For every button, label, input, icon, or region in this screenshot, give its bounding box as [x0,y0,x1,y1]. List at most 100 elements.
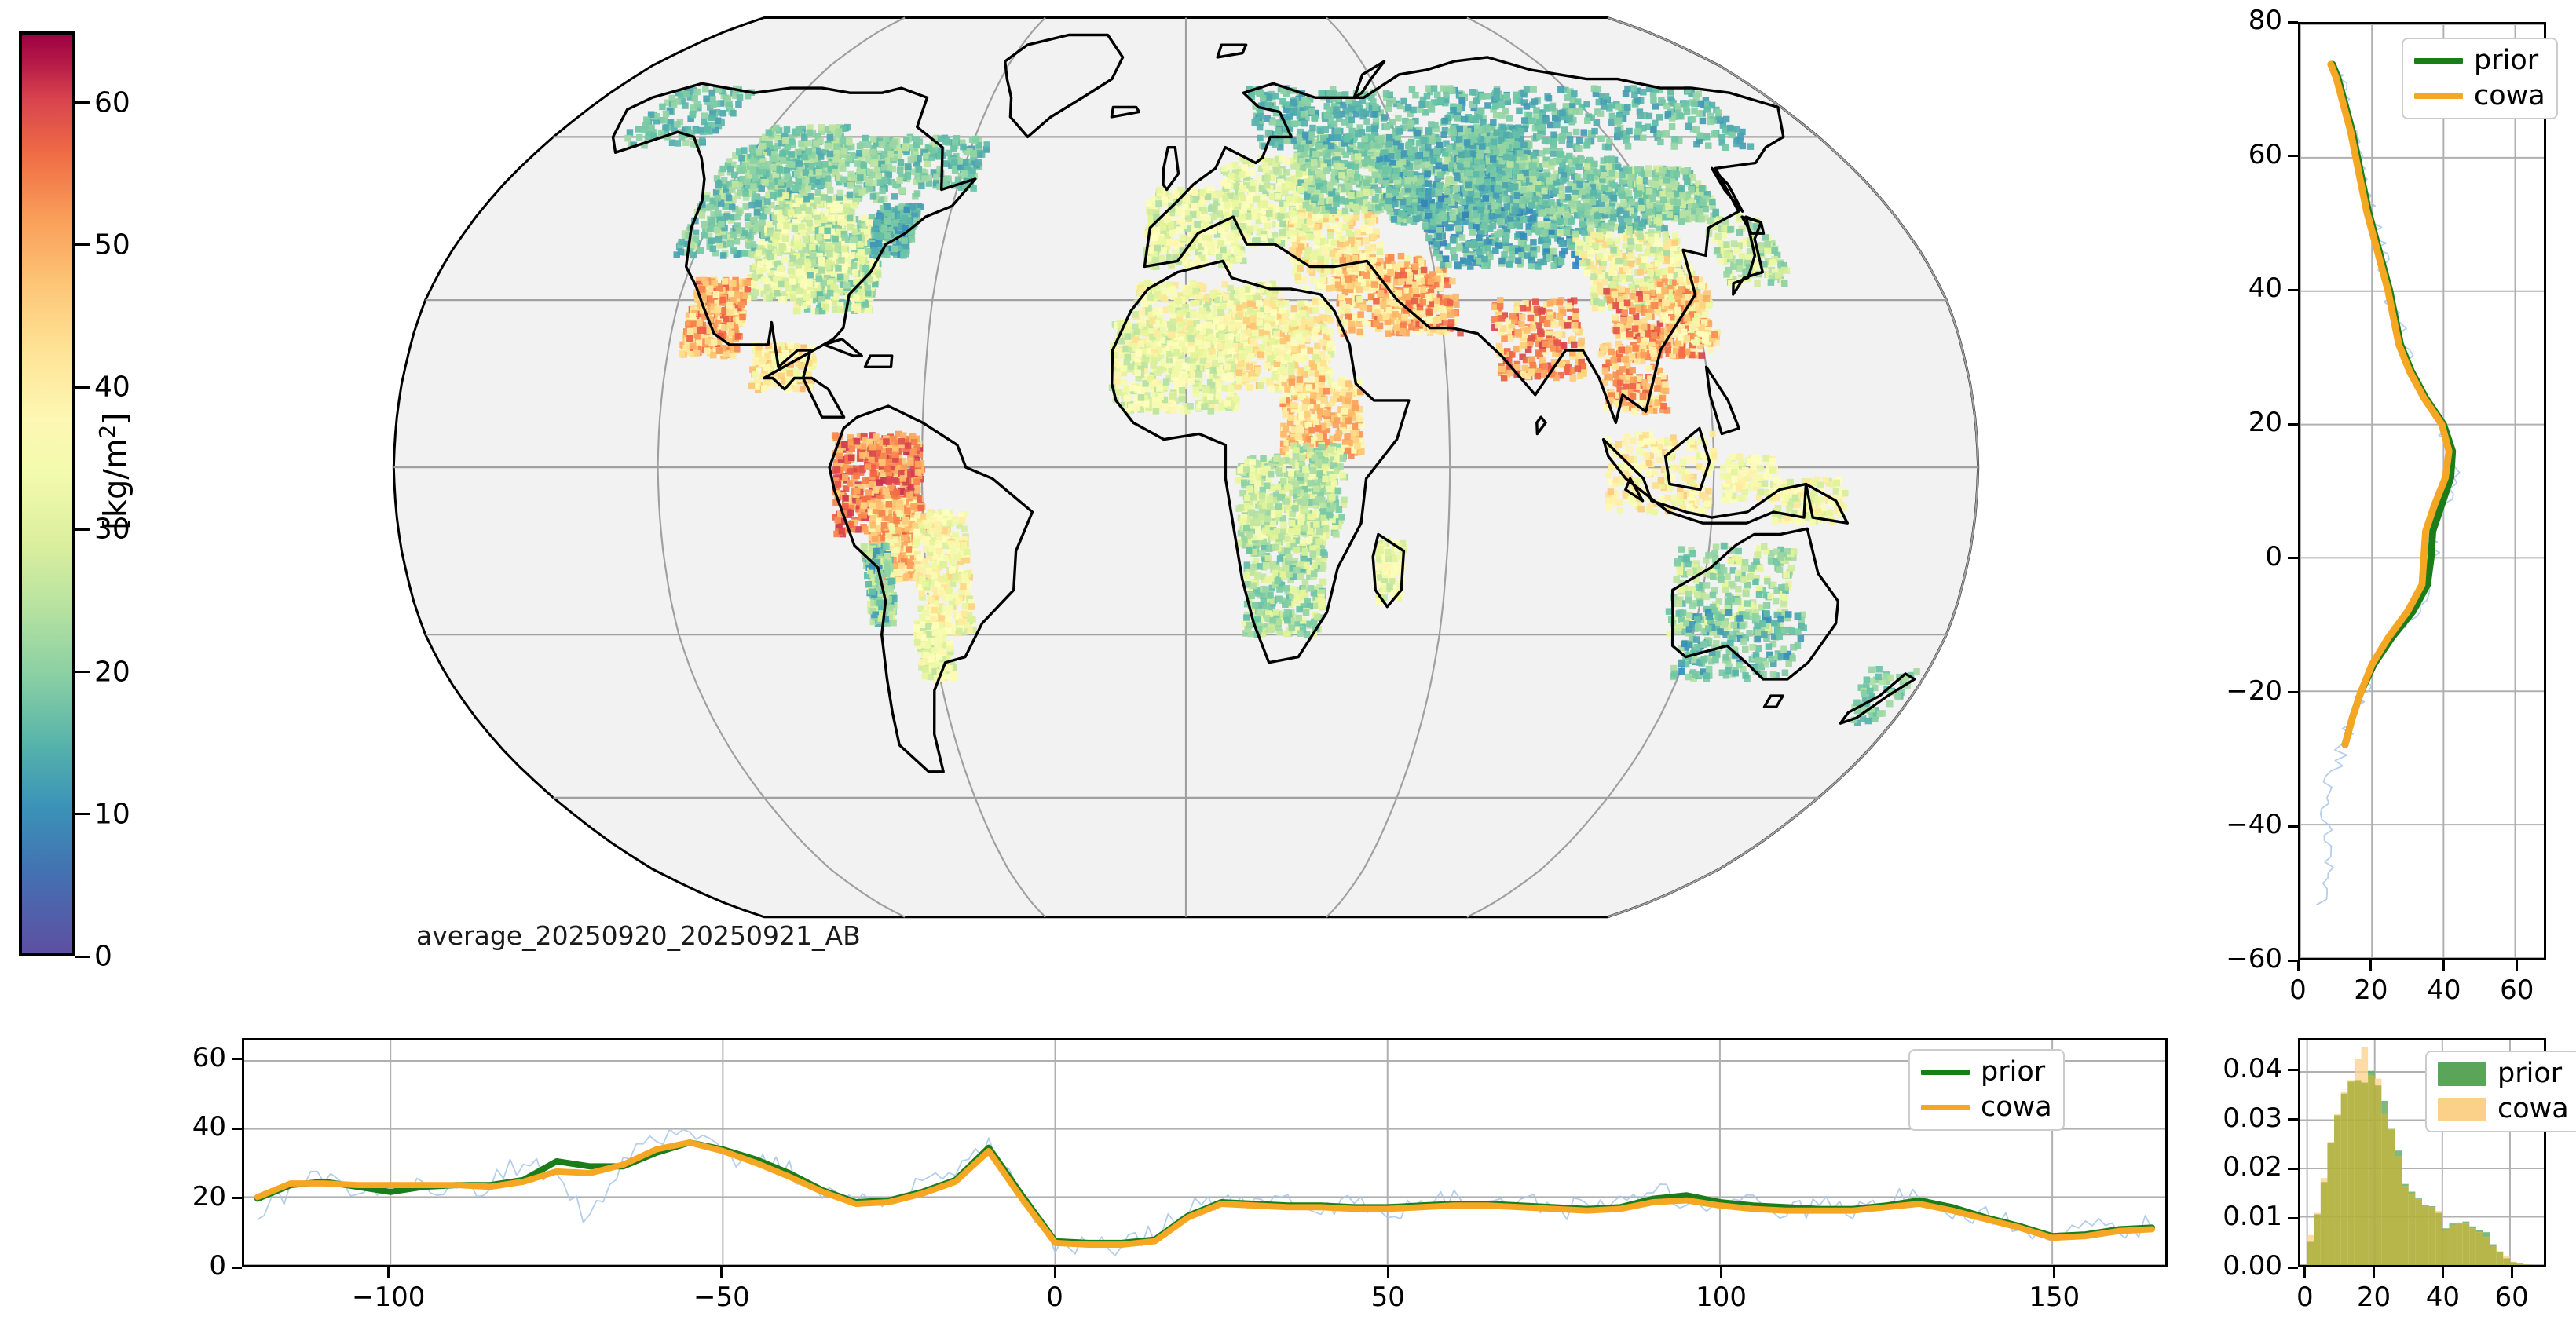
axis-tick [2442,960,2446,971]
axis-tick-label: 60 [2248,138,2282,170]
axis-tick [2288,1069,2298,1072]
axis-tick-label: 20 [192,1180,226,1212]
axis-tick-label: 50 [1370,1282,1405,1313]
axis-tick-label: −60 [2226,943,2282,974]
longitude-profile-legend: prior cowa [1908,1049,2065,1131]
axis-tick [232,1266,242,1269]
axis-tick [2288,1266,2298,1269]
axis-tick-label: 0 [209,1250,226,1282]
axis-tick [232,1127,242,1130]
axis-tick-label: 20 [2354,974,2388,1006]
longitude-profile-plot [244,1040,2165,1265]
axis-tick-label: 0.02 [2223,1151,2282,1183]
axis-tick-label: −40 [2226,809,2282,841]
axis-tick [2288,155,2298,158]
axis-tick [2288,1167,2298,1170]
axis-tick [232,1058,242,1061]
histogram-panel: 0.00 0.01 0.02 0.03 0.04 0 20 40 60 prior cowa [2223,1021,2576,1327]
legend-swatch-prior [2414,58,2463,64]
colorbar-tick-label: 0 [94,940,112,973]
axis-tick-label: 60 [2500,974,2534,1006]
colorbar-tick [75,243,90,247]
legend-entry-prior: prior [2438,1060,2569,1088]
axis-tick-label: 0 [2289,974,2307,1006]
latitude-profile-axes [2298,22,2546,960]
axis-tick-label: 60 [192,1041,226,1073]
legend-entry-cowa: cowa [2438,1095,2569,1123]
colorbar-tick [75,101,90,104]
legend-entry-prior: prior [2414,47,2545,75]
axis-tick [2288,691,2298,694]
axis-tick-label: 0 [1046,1282,1063,1313]
latitude-profile-plot [2300,24,2544,958]
axis-tick [720,1267,723,1278]
axis-tick-label: −100 [351,1282,426,1313]
legend-swatch-cowa [2414,93,2463,99]
colorbar-tick [75,813,90,816]
axis-tick-label: 0 [2296,1282,2314,1313]
axis-tick-label: 0.01 [2223,1201,2282,1233]
axis-tick-label: 20 [2356,1282,2391,1313]
colorbar-tick [75,671,90,674]
axis-tick [2288,825,2298,828]
axis-tick [2288,959,2298,962]
legend-swatch-prior [2438,1062,2486,1086]
axis-tick [2288,557,2298,560]
colorbar-tick-label: 50 [94,229,130,261]
axis-tick [2288,1118,2298,1121]
colorbar-tick-label: 20 [94,656,130,689]
legend-entry-cowa: cowa [2414,82,2545,110]
axis-tick [2288,20,2298,24]
axis-tick [232,1197,242,1199]
histogram-axes [2298,1038,2546,1267]
colorbar-panel: 0 10 20 30 40 50 60 [kg/m2] [11,31,152,973]
axis-tick-label: 0 [2265,540,2282,572]
axis-tick-label: 40 [2248,272,2282,305]
world-map [392,16,1980,919]
axis-tick [1386,1267,1389,1278]
axis-tick [2369,960,2373,971]
latitude-profile-panel: −60 −40 −20 0 20 40 60 80 0 20 40 60 prior cowa [2226,5,2567,1029]
axis-tick [2288,422,2298,426]
legend-entry-cowa: cowa [1921,1094,2052,1121]
axis-tick [2441,1267,2444,1278]
axis-tick [1053,1267,1056,1278]
axis-tick [387,1267,390,1278]
colorbar-gradient [19,31,75,956]
axis-tick-label: 80 [2248,5,2282,36]
axis-tick [2288,288,2298,291]
colorbar-tick [75,528,90,531]
axis-tick-label: 100 [1696,1282,1747,1313]
axis-tick-label: 40 [192,1111,226,1143]
axis-tick [2288,1216,2298,1219]
axis-tick [1720,1267,1723,1278]
colorbar-axis-label: [kg/m2] [96,412,134,530]
histogram-legend: prior cowa [2425,1051,2576,1132]
colorbar-tick-label: 60 [94,86,130,119]
axis-tick-label: 40 [2425,1282,2460,1313]
axis-tick-label: 0.00 [2223,1250,2282,1282]
axis-tick-label: −20 [2226,675,2282,707]
axis-tick [2303,1267,2307,1278]
axis-tick-label: 40 [2427,974,2461,1006]
legend-swatch-cowa [1921,1105,1970,1110]
axis-tick-label: 0.04 [2223,1052,2282,1084]
legend-swatch-prior [1921,1070,1970,1075]
longitude-profile-panel: 0 20 40 60 −100 −50 0 50 100 150 prior cowa [157,1021,2215,1327]
legend-label-prior: prior [2497,1058,2563,1089]
axis-tick [2053,1267,2056,1278]
legend-entry-prior: prior [1921,1059,2052,1086]
axis-tick-label: −50 [693,1282,750,1313]
axis-tick-label: 60 [2494,1282,2529,1313]
legend-label-prior: prior [1981,1056,2046,1088]
map-annotation-label: average_20250920_20250921_AB [416,920,861,951]
axis-tick [2510,1267,2513,1278]
legend-swatch-cowa [2438,1097,2486,1121]
axis-tick-label: 20 [2248,407,2282,439]
map-panel: average_20250920_20250921_AB [157,8,2215,985]
legend-label-prior: prior [2474,45,2539,76]
legend-label-cowa: cowa [2497,1093,2569,1124]
colorbar-tick-label: 10 [94,798,130,831]
histogram-plot [2300,1040,2544,1265]
